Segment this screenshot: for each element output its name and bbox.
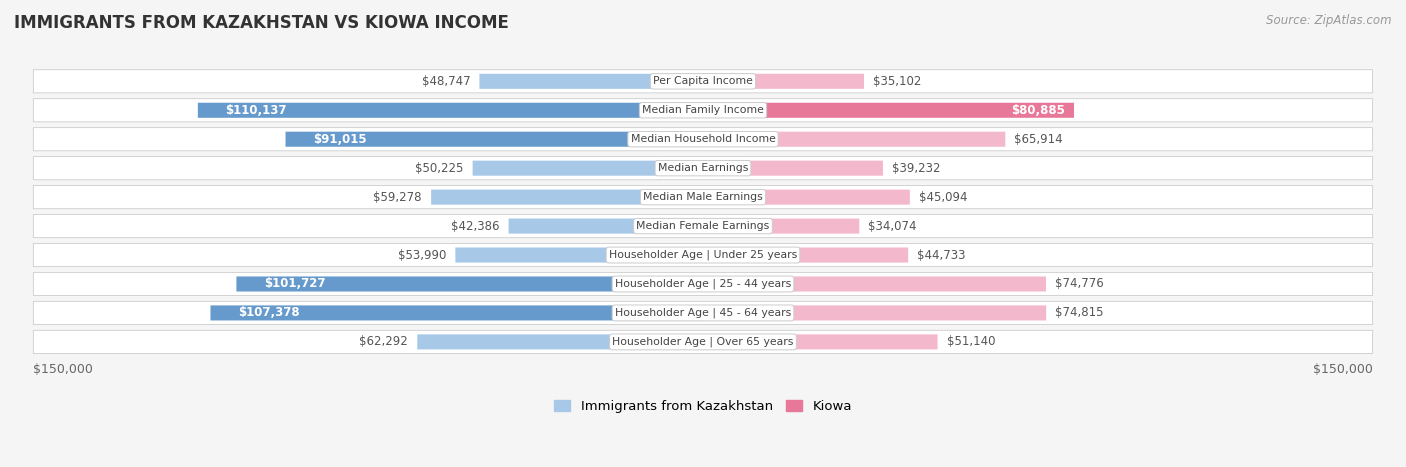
FancyBboxPatch shape (703, 161, 883, 176)
FancyBboxPatch shape (34, 70, 1372, 93)
FancyBboxPatch shape (703, 190, 910, 205)
FancyBboxPatch shape (703, 219, 859, 234)
Text: $107,378: $107,378 (238, 306, 299, 319)
Text: $48,747: $48,747 (422, 75, 470, 88)
Text: $45,094: $45,094 (920, 191, 967, 204)
Text: $42,386: $42,386 (451, 219, 499, 233)
Text: Median Family Income: Median Family Income (643, 105, 763, 115)
FancyBboxPatch shape (34, 127, 1372, 151)
Text: $39,232: $39,232 (893, 162, 941, 175)
FancyBboxPatch shape (703, 74, 865, 89)
FancyBboxPatch shape (34, 156, 1372, 180)
FancyBboxPatch shape (479, 74, 703, 89)
FancyBboxPatch shape (34, 214, 1372, 238)
FancyBboxPatch shape (285, 132, 703, 147)
Text: $150,000: $150,000 (1313, 363, 1372, 376)
FancyBboxPatch shape (34, 330, 1372, 354)
Text: Source: ZipAtlas.com: Source: ZipAtlas.com (1267, 14, 1392, 27)
FancyBboxPatch shape (34, 185, 1372, 209)
FancyBboxPatch shape (472, 161, 703, 176)
Text: $101,727: $101,727 (264, 277, 325, 290)
Text: $91,015: $91,015 (314, 133, 367, 146)
Legend: Immigrants from Kazakhstan, Kiowa: Immigrants from Kazakhstan, Kiowa (548, 395, 858, 419)
Text: $74,776: $74,776 (1054, 277, 1104, 290)
Text: $65,914: $65,914 (1015, 133, 1063, 146)
Text: $62,292: $62,292 (360, 335, 408, 348)
Text: Median Household Income: Median Household Income (630, 134, 776, 144)
Text: $80,885: $80,885 (1011, 104, 1064, 117)
FancyBboxPatch shape (703, 248, 908, 262)
Text: $50,225: $50,225 (415, 162, 464, 175)
Text: $59,278: $59,278 (374, 191, 422, 204)
Text: Median Female Earnings: Median Female Earnings (637, 221, 769, 231)
Text: Householder Age | Over 65 years: Householder Age | Over 65 years (612, 337, 794, 347)
FancyBboxPatch shape (703, 305, 1046, 320)
FancyBboxPatch shape (34, 301, 1372, 325)
Text: $51,140: $51,140 (946, 335, 995, 348)
Text: Householder Age | Under 25 years: Householder Age | Under 25 years (609, 250, 797, 260)
FancyBboxPatch shape (211, 305, 703, 320)
Text: $44,733: $44,733 (917, 248, 966, 262)
Text: $34,074: $34,074 (869, 219, 917, 233)
Text: $74,815: $74,815 (1056, 306, 1104, 319)
Text: $35,102: $35,102 (873, 75, 921, 88)
FancyBboxPatch shape (456, 248, 703, 262)
Text: Householder Age | 25 - 44 years: Householder Age | 25 - 44 years (614, 279, 792, 289)
Text: IMMIGRANTS FROM KAZAKHSTAN VS KIOWA INCOME: IMMIGRANTS FROM KAZAKHSTAN VS KIOWA INCO… (14, 14, 509, 32)
Text: Householder Age | 45 - 64 years: Householder Age | 45 - 64 years (614, 308, 792, 318)
FancyBboxPatch shape (509, 219, 703, 234)
Text: Per Capita Income: Per Capita Income (652, 76, 754, 86)
FancyBboxPatch shape (418, 334, 703, 349)
FancyBboxPatch shape (703, 276, 1046, 291)
FancyBboxPatch shape (34, 272, 1372, 296)
FancyBboxPatch shape (236, 276, 703, 291)
FancyBboxPatch shape (198, 103, 703, 118)
FancyBboxPatch shape (34, 99, 1372, 122)
Text: $110,137: $110,137 (225, 104, 287, 117)
FancyBboxPatch shape (703, 132, 1005, 147)
Text: Median Earnings: Median Earnings (658, 163, 748, 173)
FancyBboxPatch shape (703, 334, 938, 349)
FancyBboxPatch shape (432, 190, 703, 205)
Text: Median Male Earnings: Median Male Earnings (643, 192, 763, 202)
Text: $53,990: $53,990 (398, 248, 446, 262)
Text: $150,000: $150,000 (34, 363, 93, 376)
FancyBboxPatch shape (34, 243, 1372, 267)
FancyBboxPatch shape (703, 103, 1074, 118)
